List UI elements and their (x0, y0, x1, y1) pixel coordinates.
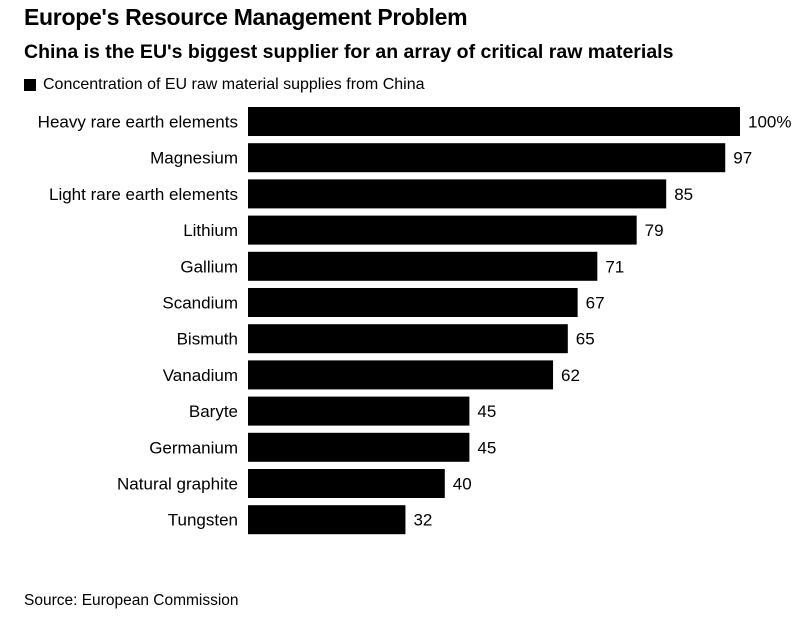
category-label-baryte: Baryte (189, 402, 238, 421)
category-label-light-rare-earth-elements: Light rare earth elements (49, 185, 238, 204)
category-label-bismuth: Bismuth (177, 330, 238, 349)
bar-tungsten (248, 505, 406, 535)
value-label-scandium: 67 (586, 294, 605, 313)
category-label-germanium: Germanium (149, 438, 238, 457)
chart-title: Europe's Resource Management Problem (24, 4, 468, 30)
value-label-natural-graphite: 40 (453, 475, 472, 494)
bar-magnesium (248, 143, 726, 173)
value-label-baryte: 45 (477, 402, 496, 421)
legend: Concentration of EU raw material supplie… (24, 76, 425, 94)
value-label-light-rare-earth-elements: 85 (674, 185, 693, 204)
value-label-gallium: 71 (605, 257, 624, 276)
bar-bismuth (248, 324, 568, 354)
category-label-tungsten: Tungsten (168, 511, 238, 530)
bar-chart: Heavy rare earth elements 100% Magnesium 97… (38, 107, 791, 535)
category-label-gallium: Gallium (180, 257, 238, 276)
bar-germanium (248, 432, 470, 462)
value-label-lithium: 79 (645, 221, 664, 240)
bars-group: Heavy rare earth elements 100% Magnesium 97… (38, 107, 791, 535)
value-label-germanium: 45 (477, 438, 496, 457)
category-label-vanadium: Vanadium (163, 366, 238, 385)
legend-label: Concentration of EU raw material supplie… (43, 76, 425, 93)
value-label-vanadium: 62 (561, 366, 580, 385)
value-label-bismuth: 65 (576, 330, 595, 349)
bar-heavy-rare-earth-elements (248, 107, 740, 136)
bar-scandium (248, 288, 578, 317)
bar-baryte (248, 396, 470, 426)
category-label-lithium: Lithium (183, 221, 238, 240)
bar-light-rare-earth-elements (248, 179, 667, 209)
category-label-magnesium: Magnesium (150, 149, 238, 168)
source-note: Source: European Commission (24, 592, 239, 609)
category-label-natural-graphite: Natural graphite (117, 475, 238, 494)
bar-natural-graphite (248, 469, 445, 498)
chart-subtitle: China is the EU's biggest supplier for a… (24, 41, 674, 63)
value-label-tungsten: 32 (413, 511, 432, 530)
bar-lithium (248, 215, 637, 245)
category-label-scandium: Scandium (162, 294, 238, 313)
value-label-magnesium: 97 (733, 149, 752, 168)
legend-swatch (24, 79, 36, 91)
value-label-heavy-rare-earth-elements: 100% (748, 113, 791, 132)
category-label-heavy-rare-earth-elements: Heavy rare earth elements (38, 113, 238, 132)
bar-gallium (248, 251, 598, 281)
bar-vanadium (248, 360, 554, 390)
